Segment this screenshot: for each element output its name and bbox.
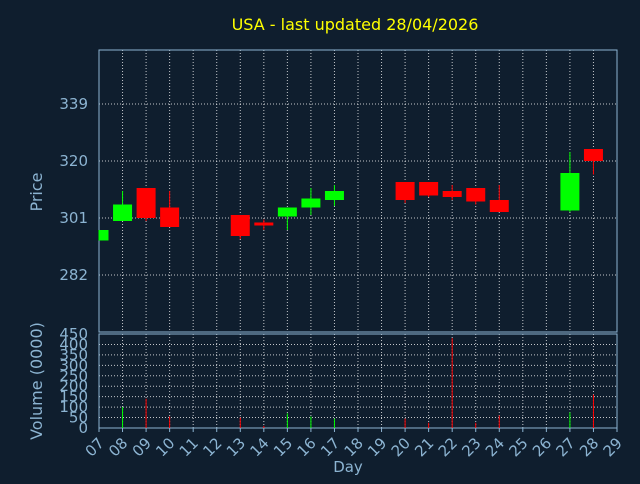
candle-body-up xyxy=(99,230,109,241)
candle-body-down xyxy=(583,149,603,161)
candle-body-up xyxy=(277,207,297,217)
candle-body-down xyxy=(395,182,415,200)
x-tick-label: 27 xyxy=(553,434,579,460)
candle-body-up xyxy=(560,173,580,211)
x-tick-label: 08 xyxy=(105,434,131,460)
candle-body-down xyxy=(160,207,180,227)
price-tick-label: 282 xyxy=(59,266,88,284)
x-tick-label: 18 xyxy=(341,434,367,460)
x-tick-label: 20 xyxy=(388,434,414,460)
candle-body-down xyxy=(230,215,250,236)
x-tick-label: 16 xyxy=(294,434,320,460)
candle-body-down xyxy=(136,188,156,218)
x-tick-label: 25 xyxy=(505,434,531,460)
x-tick-label: 29 xyxy=(600,434,626,460)
volume-tick-label: 50 xyxy=(69,409,88,427)
x-tick-label: 09 xyxy=(129,434,155,460)
price-panel: 282 301 320 339 xyxy=(59,49,618,333)
price-tick-label: 339 xyxy=(59,95,88,113)
candle-body-down xyxy=(466,188,486,202)
x-tick-label: 28 xyxy=(576,434,602,460)
x-tick-label: 21 xyxy=(411,434,437,460)
x-tick-label: 07 xyxy=(82,434,108,460)
candle-body-down xyxy=(254,222,274,226)
volume-tick-label: 150 xyxy=(59,388,88,406)
x-tick-label: 19 xyxy=(364,434,390,460)
price-frame xyxy=(98,49,618,333)
price-axis-label: Price xyxy=(27,172,46,211)
x-tick-label: 14 xyxy=(246,434,272,460)
x-tick-label: 13 xyxy=(223,434,249,460)
volume-tick-label: 250 xyxy=(59,367,88,385)
x-tick-label: 24 xyxy=(482,434,508,460)
candle-body-up xyxy=(324,191,344,200)
volume-tick-label: 200 xyxy=(59,377,88,395)
x-tick-label: 15 xyxy=(270,434,296,460)
candle-body-down xyxy=(489,200,509,212)
x-axis: 0708091011121314151617181920212223242526… xyxy=(82,428,626,460)
volume-tick-label: 400 xyxy=(59,335,88,353)
volume-frame xyxy=(98,333,618,429)
volume-axis-label: Volume (0000) xyxy=(27,322,46,440)
candle-body-up xyxy=(301,198,321,208)
x-axis-label: Day xyxy=(333,458,363,476)
price-tick-label: 320 xyxy=(59,152,88,170)
volume-tick-label: 450 xyxy=(59,325,88,343)
candle-body-down xyxy=(419,182,439,196)
candle-body-down xyxy=(442,191,462,197)
x-tick-label: 17 xyxy=(317,434,343,460)
candle-body-up xyxy=(113,204,133,221)
x-tick-label: 26 xyxy=(529,434,555,460)
x-tick-label: 22 xyxy=(435,434,461,460)
volume-tick-label: 0 xyxy=(78,419,88,437)
price-tick-label: 301 xyxy=(59,209,88,227)
volume-tick-label: 100 xyxy=(59,398,88,416)
chart-title: USA - last updated 28/04/2026 xyxy=(232,15,479,34)
volume-tick-label: 300 xyxy=(59,356,88,374)
x-tick-label: 23 xyxy=(458,434,484,460)
volume-tick-label: 350 xyxy=(59,346,88,364)
x-tick-label: 12 xyxy=(199,434,225,460)
x-tick-label: 10 xyxy=(152,434,178,460)
x-tick-label: 11 xyxy=(176,434,202,460)
